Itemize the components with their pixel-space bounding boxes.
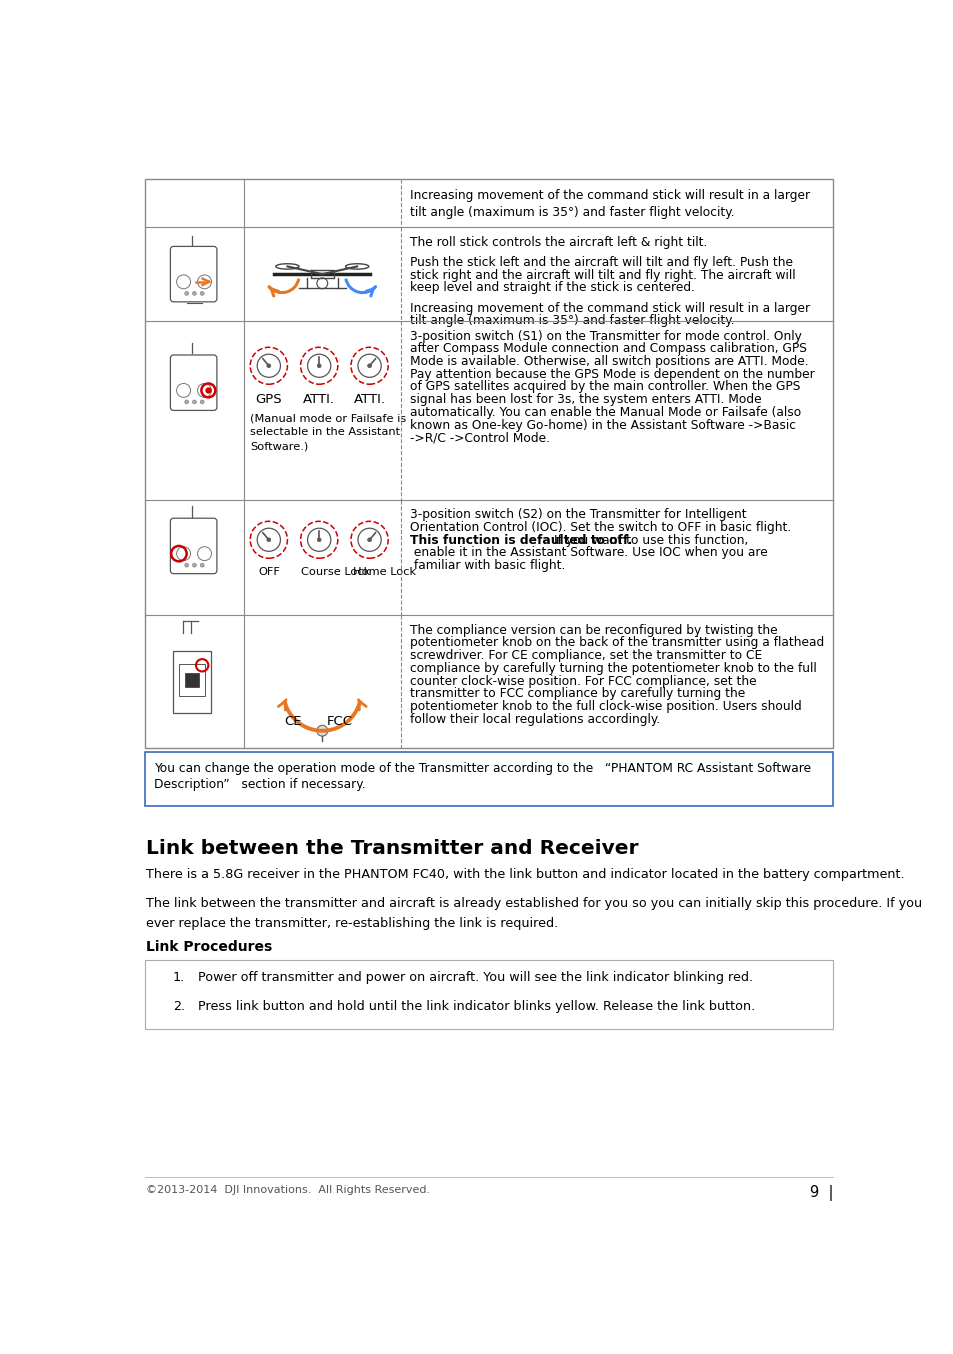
Text: 3-position switch (S2) on the Transmitter for Intelligent: 3-position switch (S2) on the Transmitte… <box>410 508 745 521</box>
Text: tilt angle (maximum is 35°) and faster flight velocity.: tilt angle (maximum is 35°) and faster f… <box>410 314 734 328</box>
Bar <box>179 663 205 696</box>
Circle shape <box>200 399 204 403</box>
Text: automatically. You can enable the Manual Mode or Failsafe (also: automatically. You can enable the Manual… <box>410 406 801 418</box>
Circle shape <box>267 364 271 368</box>
Text: You can change the operation mode of the Transmitter according to the   “PHANTOM: You can change the operation mode of the… <box>154 761 810 774</box>
Text: There is a 5.8G receiver in the PHANTOM FC40, with the link button and indicator: There is a 5.8G receiver in the PHANTOM … <box>146 868 904 881</box>
Text: Orientation Control (IOC). Set the switch to OFF in basic flight.: Orientation Control (IOC). Set the switc… <box>410 521 790 533</box>
Text: Link between the Transmitter and Receiver: Link between the Transmitter and Receive… <box>146 838 639 857</box>
Text: (Manual mode or Failsafe is: (Manual mode or Failsafe is <box>250 413 406 424</box>
Text: Link Procedures: Link Procedures <box>146 941 273 955</box>
Text: Description”   section if necessary.: Description” section if necessary. <box>154 779 365 791</box>
Text: ATTI.: ATTI. <box>303 393 335 406</box>
Text: 2.: 2. <box>172 999 185 1013</box>
Circle shape <box>317 364 321 368</box>
Text: Push the stick left and the aircraft will tilt and fly left. Push the: Push the stick left and the aircraft wil… <box>410 256 792 269</box>
Text: Software.): Software.) <box>250 441 308 451</box>
Text: Power off transmitter and power on aircraft. You will see the link indicator bli: Power off transmitter and power on aircr… <box>197 971 752 983</box>
Text: tilt angle (maximum is 35°) and faster flight velocity.: tilt angle (maximum is 35°) and faster f… <box>410 206 734 219</box>
Text: ATTI.: ATTI. <box>354 393 385 406</box>
Text: Course Lock: Course Lock <box>301 567 370 577</box>
Circle shape <box>185 291 189 295</box>
Text: keep level and straight if the stick is centered.: keep level and straight if the stick is … <box>410 282 694 294</box>
Text: counter clock-wise position. For FCC compliance, set the: counter clock-wise position. For FCC com… <box>410 674 756 688</box>
Text: This function is defaulted to off.: This function is defaulted to off. <box>410 533 632 547</box>
Circle shape <box>193 291 196 295</box>
Text: compliance by carefully turning the potentiometer knob to the full: compliance by carefully turning the pote… <box>410 662 816 674</box>
Text: of GPS satellites acquired by the main controller. When the GPS: of GPS satellites acquired by the main c… <box>410 380 800 394</box>
Text: The compliance version can be reconfigured by twisting the: The compliance version can be reconfigur… <box>410 624 777 636</box>
Circle shape <box>267 538 271 542</box>
Text: potentiometer knob on the back of the transmitter using a flathead: potentiometer knob on the back of the tr… <box>410 636 823 650</box>
Text: 1.: 1. <box>172 971 185 983</box>
Circle shape <box>185 399 189 403</box>
Text: ever replace the transmitter, re-establishing the link is required.: ever replace the transmitter, re-establi… <box>146 918 558 930</box>
Circle shape <box>367 364 371 368</box>
Text: potentiometer knob to the full clock-wise position. Users should: potentiometer knob to the full clock-wis… <box>410 700 801 714</box>
Circle shape <box>316 726 328 737</box>
Text: known as One-key Go-home) in the Assistant Software ->Basic: known as One-key Go-home) in the Assista… <box>410 418 795 432</box>
Text: Increasing movement of the command stick will result in a larger: Increasing movement of the command stick… <box>410 302 809 314</box>
Text: after Compass Module connection and Compass calibration, GPS: after Compass Module connection and Comp… <box>410 343 806 355</box>
Text: ->R/C ->Control Mode.: ->R/C ->Control Mode. <box>410 431 549 444</box>
Text: signal has been lost for 3s, the system enters ATTI. Mode: signal has been lost for 3s, the system … <box>410 393 760 406</box>
Circle shape <box>200 563 204 567</box>
Text: ©2013-2014  DJI Innovations.  All Rights Reserved.: ©2013-2014 DJI Innovations. All Rights R… <box>146 1185 430 1196</box>
Text: stick right and the aircraft will tilt and fly right. The aircraft will: stick right and the aircraft will tilt a… <box>410 268 795 282</box>
Text: Increasing movement of the command stick will result in a larger: Increasing movement of the command stick… <box>410 188 809 202</box>
Text: CE: CE <box>284 715 301 728</box>
Text: Home Lock: Home Lock <box>353 567 416 577</box>
Circle shape <box>185 563 189 567</box>
Text: selectable in the Assistant: selectable in the Assistant <box>250 428 400 437</box>
Text: The link between the transmitter and aircraft is already established for you so : The link between the transmitter and air… <box>146 898 922 910</box>
Bar <box>172 651 212 714</box>
Text: If you want to use this function,: If you want to use this function, <box>549 533 747 547</box>
Text: familiar with basic flight.: familiar with basic flight. <box>410 559 565 571</box>
Text: 9  |: 9 | <box>809 1185 832 1201</box>
Text: GPS: GPS <box>255 393 282 406</box>
Text: follow their local regulations accordingly.: follow their local regulations according… <box>410 712 659 726</box>
Bar <box>185 673 199 686</box>
Circle shape <box>193 563 196 567</box>
Text: Press link button and hold until the link indicator blinks yellow. Release the l: Press link button and hold until the lin… <box>197 999 754 1013</box>
Bar <box>145 753 832 806</box>
Text: enable it in the Assistant Software. Use IOC when you are: enable it in the Assistant Software. Use… <box>410 546 767 559</box>
Text: OFF: OFF <box>257 567 279 577</box>
Circle shape <box>367 538 371 542</box>
Bar <box>145 180 832 747</box>
Circle shape <box>200 291 204 295</box>
Text: Mode is available. Otherwise, all switch positions are ATTI. Mode.: Mode is available. Otherwise, all switch… <box>410 355 807 368</box>
Text: The roll stick controls the aircraft left & right tilt.: The roll stick controls the aircraft lef… <box>410 236 706 249</box>
Circle shape <box>317 538 321 542</box>
Text: transmitter to FCC compliance by carefully turning the: transmitter to FCC compliance by careful… <box>410 688 744 700</box>
Circle shape <box>193 399 196 403</box>
Bar <box>145 960 832 1029</box>
Text: Pay attention because the GPS Mode is dependent on the number: Pay attention because the GPS Mode is de… <box>410 368 814 380</box>
Text: screwdriver. For CE compliance, set the transmitter to CE: screwdriver. For CE compliance, set the … <box>410 649 761 662</box>
Text: 3-position switch (S1) on the Transmitter for mode control. Only: 3-position switch (S1) on the Transmitte… <box>410 329 801 343</box>
Text: FCC: FCC <box>326 715 352 728</box>
